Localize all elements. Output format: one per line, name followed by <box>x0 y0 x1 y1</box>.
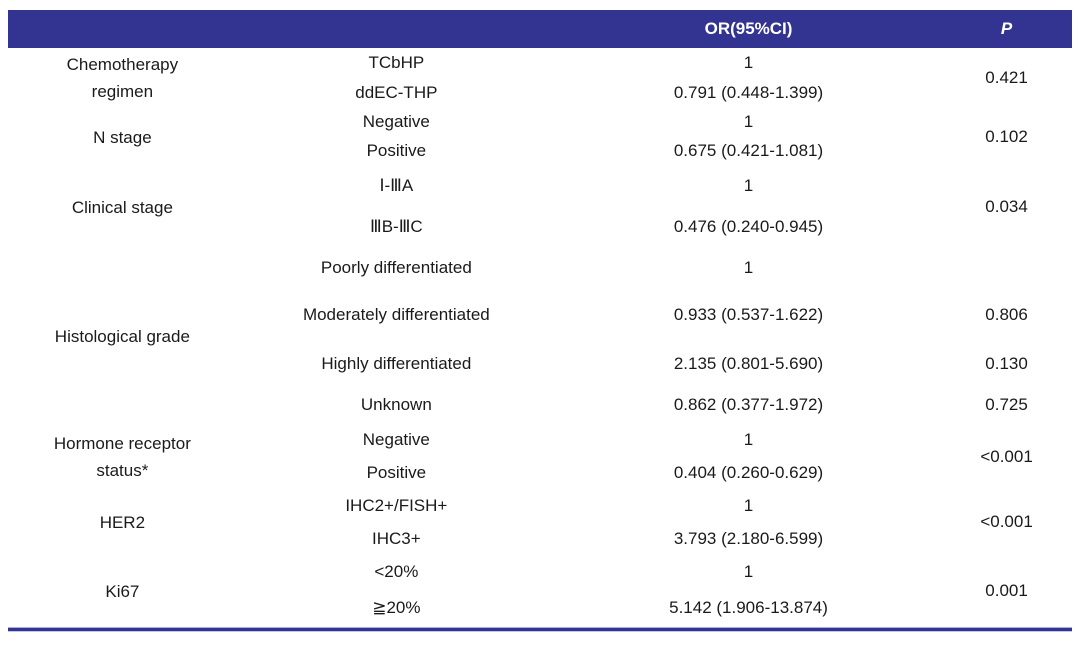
group-label: Clinical stage <box>71 197 173 217</box>
category-cell: Negative <box>362 430 430 450</box>
group-label-cell: Histological grade <box>8 248 237 424</box>
regression-table-wrapper: OR(95%CI) P Chemotherapy regimen TCbHP 1 0.… <box>8 10 1072 632</box>
table-body: Chemotherapy regimen TCbHP 1 0.421 ddEC-THP 0… <box>8 48 1072 627</box>
table-row: IHC3+ 3.793 (2.180-6.599) <box>8 523 1072 555</box>
category-cell: ddEC-THP <box>355 82 438 102</box>
or-value-cell: 1 <box>743 112 754 132</box>
p-value-cell: 0.102 <box>985 126 1028 146</box>
category-cell: Unknown <box>360 394 432 414</box>
table-bottom-rule <box>8 627 1072 632</box>
group-label-cell: N stage <box>8 108 237 166</box>
or-value-cell: 1 <box>743 496 754 516</box>
table-row: ddEC-THP 0.791 (0.448-1.399) <box>8 78 1072 108</box>
table-row: Ki67 <20% 1 0.001 <box>8 555 1072 601</box>
p-value-cell: <0.001 <box>980 512 1033 532</box>
group-label: N stage <box>93 127 152 147</box>
group-label-cell: Clinical stage <box>8 166 237 248</box>
table-row: ≧20% 5.142 (1.906-13.874) <box>8 589 1072 627</box>
or-value-cell: 1 <box>743 430 754 450</box>
or-value-cell: 1 <box>743 175 754 195</box>
table-row: Highly differentiated 2.135 (0.801-5.690)… <box>8 343 1072 386</box>
or-value-cell: 0.476 (0.240-0.945) <box>673 216 824 236</box>
group-label: Histological grade <box>54 326 190 346</box>
category-cell: IHC3+ <box>372 528 421 548</box>
table-row: ⅢB-ⅢC 0.476 (0.240-0.945) <box>8 206 1072 248</box>
header-or-cell: OR(95%CI) <box>704 19 793 38</box>
p-value-cell: 0.130 <box>985 354 1028 374</box>
group-label: Hormone receptor status* <box>53 434 191 480</box>
group-label: HER2 <box>99 513 146 532</box>
category-cell: Negative <box>362 112 430 132</box>
regression-results-table: OR(95%CI) P Chemotherapy regimen TCbHP 1 0.… <box>8 10 1072 627</box>
or-value-cell: 1 <box>743 257 754 277</box>
category-cell: Highly differentiated <box>321 354 472 374</box>
table-row: N stage Negative 1 0.102 <box>8 108 1072 146</box>
or-value-cell: 2.135 (0.801-5.690) <box>673 354 824 374</box>
table-row: Positive 0.404 (0.260-0.629) <box>8 457 1072 490</box>
category-cell: IHC2+/FISH+ <box>345 496 448 516</box>
group-label-cell: HER2 <box>8 490 237 555</box>
p-value-cell: 0.806 <box>985 305 1028 325</box>
or-value-cell: 5.142 (1.906-13.874) <box>669 597 828 617</box>
group-label-cell: Hormone receptor status* <box>8 424 237 490</box>
p-value-cell <box>941 248 1072 288</box>
p-value-cell: <0.001 <box>980 446 1033 466</box>
or-value-cell: 3.793 (2.180-6.599) <box>673 528 824 548</box>
category-cell: <20% <box>374 561 419 581</box>
group-label: Chemotherapy regimen <box>66 55 179 101</box>
table-row: Unknown 0.862 (0.377-1.972) 0.725 <box>8 386 1072 424</box>
table-row: Hormone receptor status* Negative 1 <0.001 <box>8 424 1072 480</box>
header-variable-cell <box>8 10 237 48</box>
header-p-cell: P <box>1000 19 1013 38</box>
table-header: OR(95%CI) P <box>8 10 1072 48</box>
or-value-cell: 0.791 (0.448-1.399) <box>673 82 824 102</box>
category-cell: Moderately differentiated <box>302 305 490 325</box>
p-value-cell: 0.421 <box>985 67 1028 87</box>
category-cell: TCbHP <box>368 52 425 72</box>
category-cell: Ⅰ-ⅢA <box>379 175 414 195</box>
p-value-cell: 0.034 <box>985 196 1028 216</box>
category-cell: ≧20% <box>372 597 421 617</box>
table-row: Moderately differentiated 0.933 (0.537-1.… <box>8 288 1072 343</box>
group-label-cell: Ki67 <box>8 555 237 627</box>
category-cell: Positive <box>366 463 427 483</box>
or-value-cell: 1 <box>743 561 754 581</box>
category-cell: ⅢB-ⅢC <box>369 216 423 236</box>
or-value-cell: 0.933 (0.537-1.622) <box>673 305 824 325</box>
or-value-cell: 0.404 (0.260-0.629) <box>673 463 824 483</box>
table-row: Histological grade Poorly differentiated 1 <box>8 248 1072 346</box>
or-value-cell: 1 <box>743 52 754 72</box>
p-value-cell: 0.725 <box>985 394 1028 414</box>
table-row: HER2 IHC2+/FISH+ 1 <0.001 <box>8 490 1072 532</box>
p-value-cell: 0.001 <box>985 580 1028 600</box>
category-cell: Poorly differentiated <box>320 257 472 277</box>
header-subcategory-cell <box>237 10 556 48</box>
or-value-cell: 0.675 (0.421-1.081) <box>673 141 824 161</box>
table-row: Positive 0.675 (0.421-1.081) <box>8 137 1072 166</box>
table-row: Clinical stage Ⅰ-ⅢA 1 0.034 <box>8 166 1072 217</box>
or-value-cell: 0.862 (0.377-1.972) <box>673 394 824 414</box>
group-label-cell: Chemotherapy regimen <box>8 48 237 108</box>
table-header-row: OR(95%CI) P <box>8 10 1072 48</box>
table-row: Chemotherapy regimen TCbHP 1 0.421 <box>8 48 1072 101</box>
group-label: Ki67 <box>105 581 140 601</box>
category-cell: Positive <box>366 141 427 161</box>
